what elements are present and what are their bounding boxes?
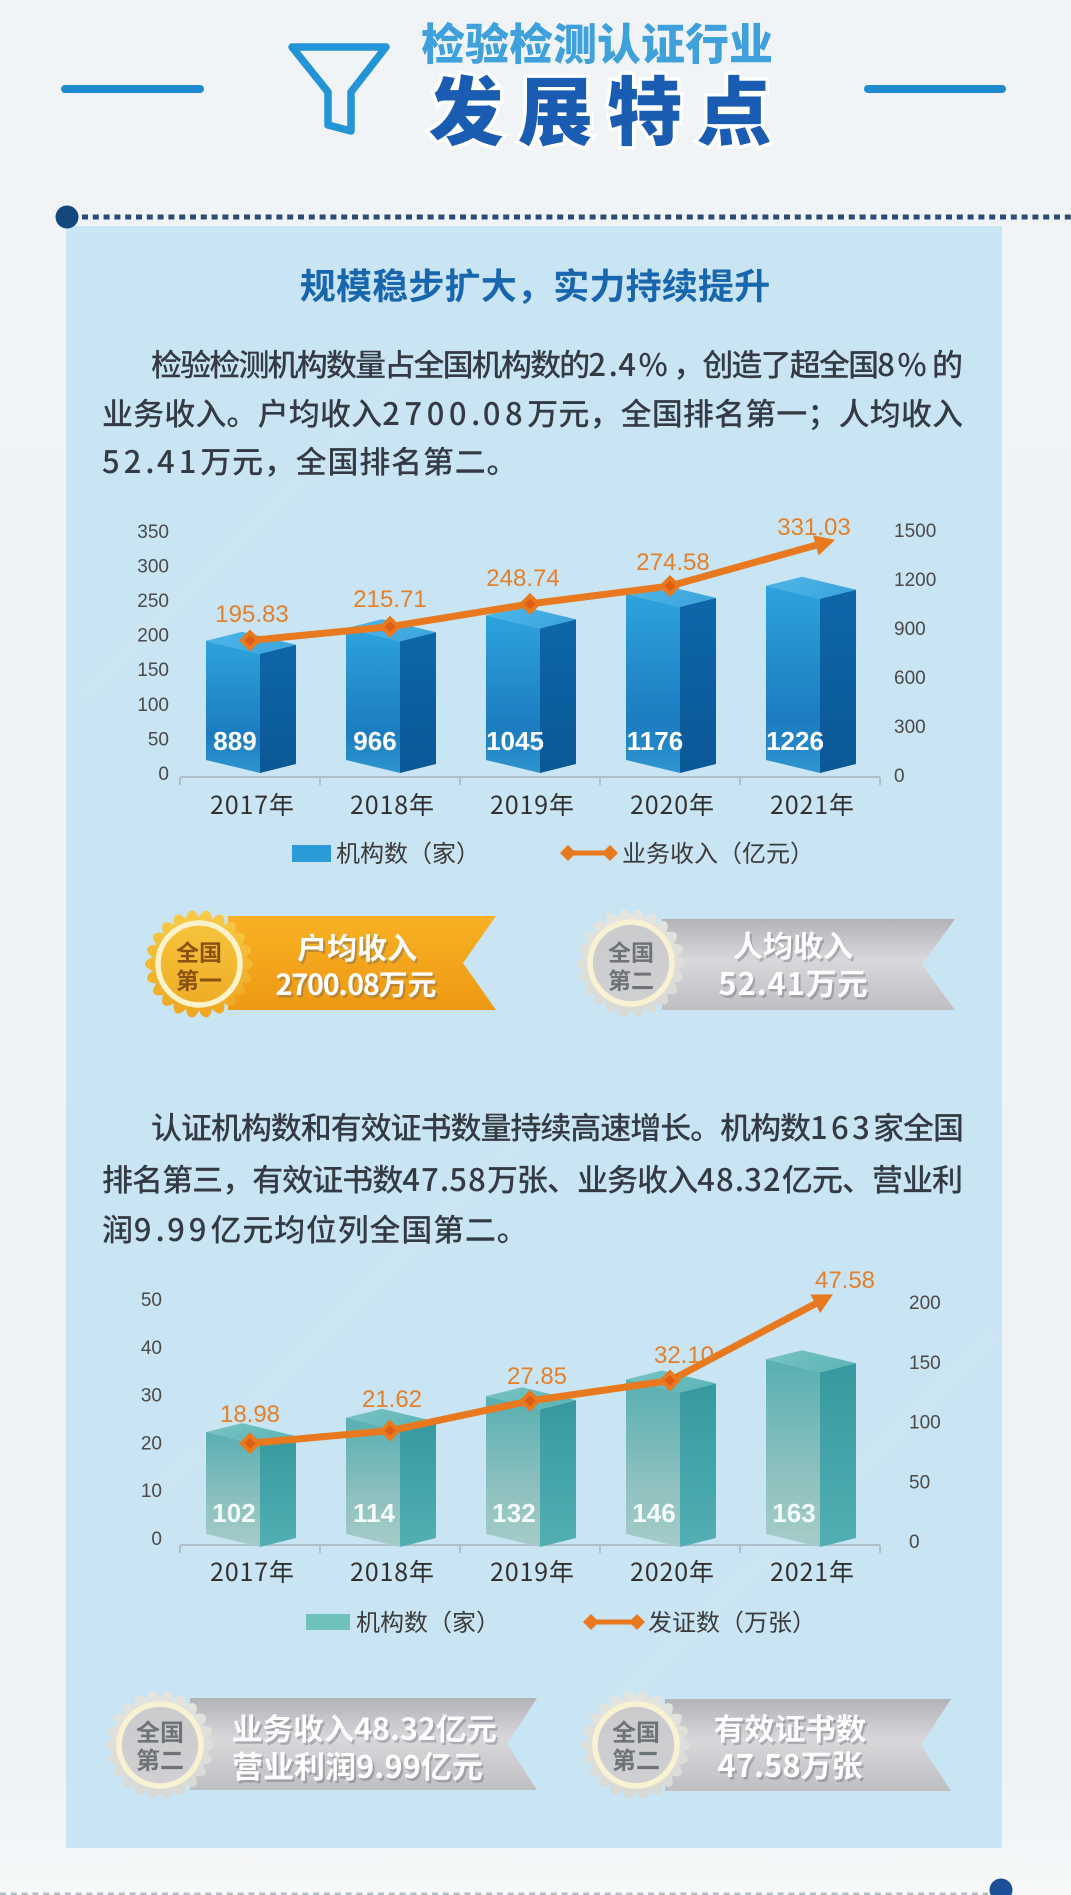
- svg-text:1500: 1500: [894, 521, 936, 542]
- svg-text:1200: 1200: [894, 570, 936, 591]
- svg-text:146: 146: [632, 1498, 675, 1528]
- svg-text:30: 30: [141, 1386, 162, 1407]
- svg-text:200: 200: [137, 626, 169, 647]
- svg-text:331.03: 331.03: [777, 514, 850, 541]
- svg-text:300: 300: [894, 717, 926, 738]
- svg-text:1176: 1176: [627, 726, 683, 756]
- svg-text:889: 889: [213, 726, 256, 756]
- svg-text:27.85: 27.85: [507, 1363, 567, 1390]
- svg-text:40: 40: [141, 1338, 162, 1359]
- svg-text:32.10: 32.10: [654, 1342, 714, 1369]
- svg-text:274.58: 274.58: [636, 549, 709, 576]
- svg-text:600: 600: [894, 668, 926, 689]
- svg-text:150: 150: [137, 660, 169, 681]
- svg-text:102: 102: [212, 1498, 255, 1528]
- svg-text:0: 0: [909, 1532, 920, 1553]
- svg-text:0: 0: [894, 766, 905, 787]
- svg-text:150: 150: [909, 1353, 941, 1374]
- svg-text:1045: 1045: [486, 726, 544, 756]
- svg-text:0: 0: [151, 1529, 162, 1550]
- svg-text:114: 114: [353, 1498, 395, 1528]
- svg-text:18.98: 18.98: [220, 1401, 280, 1428]
- svg-text:50: 50: [909, 1472, 930, 1493]
- svg-text:47.58: 47.58: [815, 1267, 875, 1294]
- svg-text:215.71: 215.71: [353, 586, 426, 613]
- svg-text:1226: 1226: [766, 726, 824, 756]
- svg-text:300: 300: [137, 556, 169, 577]
- svg-text:200: 200: [909, 1293, 941, 1314]
- svg-text:50: 50: [141, 1290, 162, 1311]
- svg-text:966: 966: [353, 726, 396, 756]
- svg-text:21.62: 21.62: [362, 1386, 422, 1413]
- svg-text:900: 900: [894, 619, 926, 640]
- svg-text:20: 20: [141, 1433, 162, 1454]
- svg-text:163: 163: [772, 1498, 815, 1528]
- svg-text:10: 10: [141, 1481, 162, 1502]
- svg-text:132: 132: [492, 1498, 535, 1528]
- svg-text:0: 0: [158, 764, 169, 785]
- svg-text:195.83: 195.83: [215, 601, 288, 628]
- svg-text:350: 350: [137, 522, 169, 543]
- svg-text:248.74: 248.74: [486, 565, 559, 592]
- svg-text:100: 100: [137, 695, 169, 716]
- svg-text:100: 100: [909, 1413, 941, 1434]
- svg-text:250: 250: [137, 591, 169, 612]
- svg-text:50: 50: [148, 729, 169, 750]
